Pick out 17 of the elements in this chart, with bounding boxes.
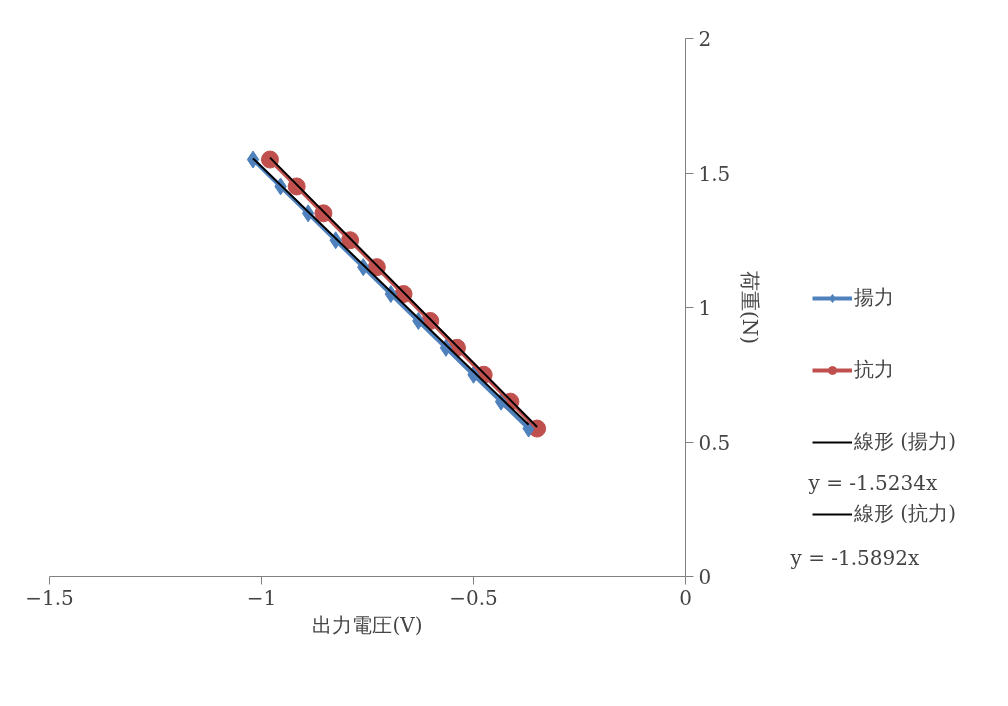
legend-label: 揚力 [854,284,894,311]
x-tick-label: 0 [679,585,692,610]
y-tick-label: 0 [698,565,712,589]
text: y = -1.5892x [789,545,921,570]
x-axis-title: 出力電圧(V) [312,612,423,637]
x-tick-label: −0.5 [449,585,498,610]
y-tick-label: 2 [698,27,712,51]
y-axis-title: 荷重(N) [738,270,763,345]
y-tick-label: 0.5 [698,430,731,455]
y-tick-label: 1 [698,296,712,320]
x-tick-label: −1.5 [25,585,74,610]
legend-label: 抗力 [854,356,894,383]
text: y = -1.5234x [807,470,939,495]
legend-label: 線形 (抗力) [854,500,956,527]
x-tick-label: −1 [246,585,277,610]
legend-label: 線形 (揚力) [854,428,956,455]
y-tick-label: 1.5 [698,161,731,186]
